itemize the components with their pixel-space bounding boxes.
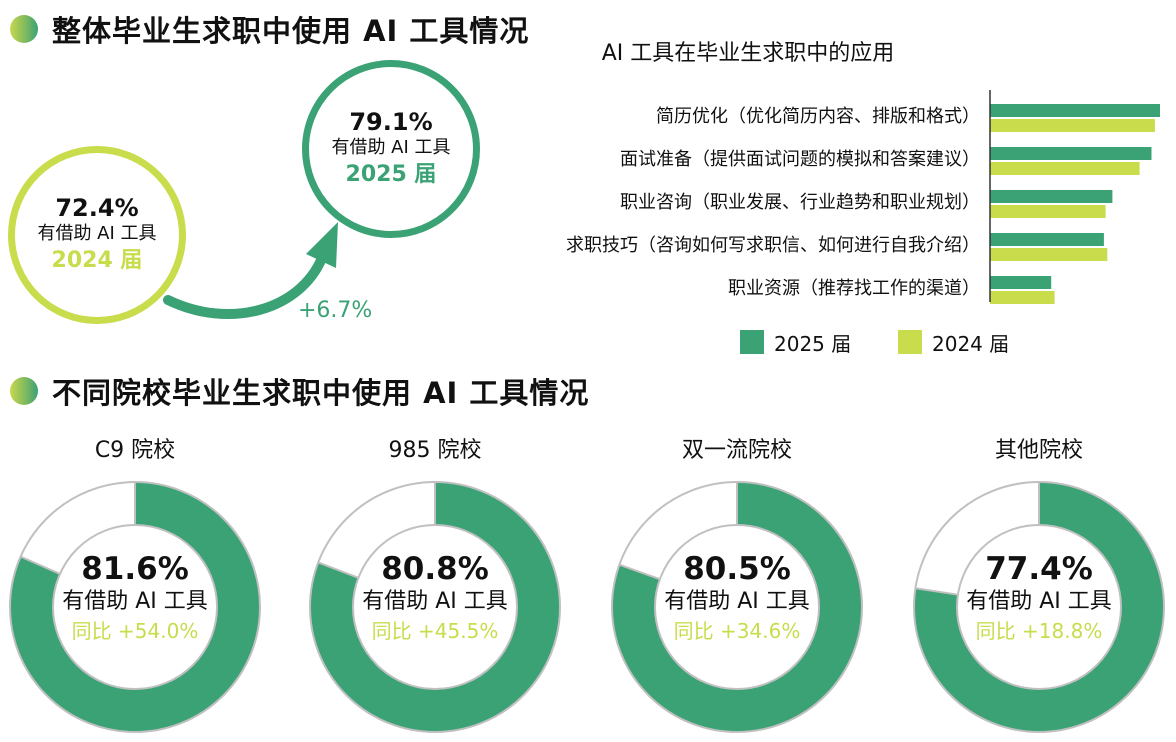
donut-percent: 80.5% — [683, 551, 791, 587]
donut-label: 有借助 AI 工具 — [362, 589, 508, 614]
donut-label: 有借助 AI 工具 — [664, 589, 810, 614]
chart-title: AI 工具在毕业生求职中的应用 — [602, 41, 895, 66]
bullet-dot-icon — [10, 377, 38, 405]
donut-percent: 80.8% — [381, 551, 489, 587]
overall-2024-ring: 72.4% 有借助 AI 工具 2024 届 — [8, 146, 186, 324]
category-label: 简历优化（优化简历内容、排版和格式） — [656, 106, 980, 127]
section-title-text: 整体毕业生求职中使用 AI 工具情况 — [52, 14, 530, 48]
donut-label: 有借助 AI 工具 — [966, 589, 1112, 614]
growth-label: +6.7% — [298, 298, 373, 323]
bar-2024 — [990, 248, 1108, 261]
bar-2025 — [990, 233, 1104, 246]
bar-2025 — [990, 147, 1152, 160]
donut-segment — [9, 482, 260, 732]
donut-chart — [9, 481, 261, 733]
overall-2025-percent: 79.1% — [349, 108, 433, 136]
bar-2024 — [990, 162, 1140, 175]
legend-swatch — [740, 330, 764, 354]
bar-2024 — [990, 205, 1106, 218]
section-title-text: 不同院校毕业生求职中使用 AI 工具情况 — [52, 376, 590, 410]
bar-2025 — [990, 104, 1160, 117]
donut-segment — [310, 482, 560, 732]
overall-2025-label: 有借助 AI 工具 — [331, 137, 451, 158]
overall-2025-year: 2025 届 — [345, 162, 437, 187]
overall-2024-percent: 72.4% — [55, 194, 139, 222]
legend-swatch — [898, 330, 922, 354]
section-title-by-school: 不同院校毕业生求职中使用 AI 工具情况 — [10, 370, 589, 412]
legend-label: 2025 届 — [774, 332, 851, 356]
overall-2024-year: 2024 届 — [51, 248, 143, 273]
donut-yoy: 同比 +34.6% — [673, 619, 801, 643]
donut-segment — [914, 482, 1164, 732]
donut-segment — [612, 482, 862, 732]
overall-2024-label: 有借助 AI 工具 — [37, 223, 157, 244]
donut-yoy: 同比 +45.5% — [371, 619, 499, 643]
donut-title: 其他院校 — [994, 438, 1083, 463]
overall-2025-ring: 79.1% 有借助 AI 工具 2025 届 — [302, 60, 480, 238]
section-title-overall: 整体毕业生求职中使用 AI 工具情况 — [10, 8, 529, 50]
donut-yoy: 同比 +54.0% — [71, 619, 199, 643]
donut-yoy: 同比 +18.8% — [975, 619, 1103, 643]
donut-chart — [309, 481, 561, 733]
donut-block-985: 985 院校 80.8% 有借助 AI 工具 同比 +45.5% — [300, 430, 570, 742]
donut-chart — [913, 481, 1165, 733]
donut-divider — [619, 563, 661, 581]
donut-title: C9 院校 — [94, 438, 176, 463]
donut-title: 双一流院校 — [681, 438, 792, 463]
bullet-dot-icon — [10, 15, 38, 43]
donut-chart — [611, 481, 863, 733]
category-label: 求职技巧（咨询如何写求职信、如何进行自我介绍） — [566, 235, 980, 256]
donut-block-double-first-class: 双一流院校 80.5% 有借助 AI 工具 同比 +34.6% — [602, 430, 872, 742]
donut-percent: 77.4% — [985, 551, 1093, 587]
donut-title: 985 院校 — [388, 438, 482, 463]
donut-center: 81.6% 有借助 AI 工具 同比 +54.0% — [0, 550, 270, 646]
growth-arrow-icon — [163, 222, 338, 319]
bar-2024 — [990, 291, 1055, 304]
bar-2025 — [990, 190, 1113, 203]
legend-label: 2024 届 — [932, 332, 1009, 356]
donut-divider — [915, 587, 959, 596]
donut-percent: 81.6% — [81, 551, 189, 587]
category-label: 面试准备（提供面试问题的模拟和答案建议） — [620, 149, 980, 170]
donut-center: 77.4% 有借助 AI 工具 同比 +18.8% — [904, 550, 1174, 646]
category-label: 职业资源（推荐找工作的渠道） — [728, 278, 980, 299]
donut-block-other: 其他院校 77.4% 有借助 AI 工具 同比 +18.8% — [904, 430, 1174, 742]
donut-divider — [317, 561, 359, 579]
donut-center: 80.5% 有借助 AI 工具 同比 +34.6% — [602, 550, 872, 646]
donut-label: 有借助 AI 工具 — [62, 589, 208, 614]
donut-center: 80.8% 有借助 AI 工具 同比 +45.5% — [300, 550, 570, 646]
bar-2025 — [990, 276, 1052, 289]
bar-2024 — [990, 119, 1155, 132]
donut-block-c9: C9 院校 81.6% 有借助 AI 工具 同比 +54.0% — [0, 430, 270, 742]
category-label: 职业咨询（职业发展、行业趋势和职业规划） — [620, 192, 980, 213]
donut-divider — [20, 555, 61, 575]
